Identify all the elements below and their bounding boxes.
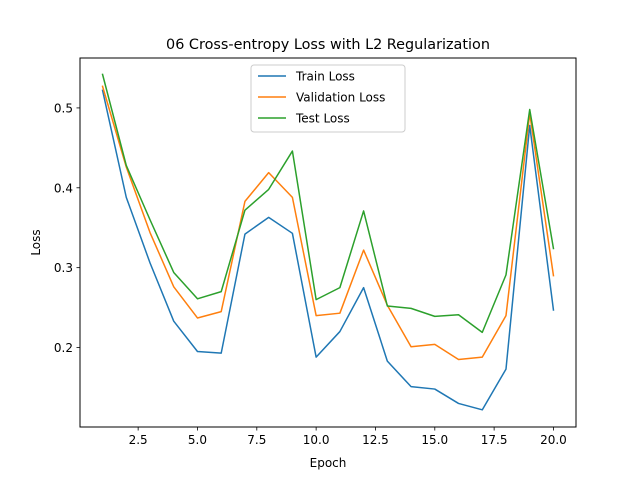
x-tick-label: 12.5 — [362, 433, 389, 447]
series-line-0 — [101, 89, 555, 411]
plot-frame — [79, 57, 577, 428]
legend-box — [250, 64, 406, 133]
y-axis-label: Loss — [29, 229, 43, 255]
x-axis-label: Epoch — [310, 456, 347, 470]
y-tick-label: 0.3 — [54, 261, 73, 275]
y-tick-label: 0.5 — [54, 101, 73, 115]
x-tick-label: 5.0 — [188, 433, 207, 447]
y-tick-label: 0.4 — [54, 181, 73, 195]
legend: Train Loss Validation Loss Test Loss — [250, 64, 406, 133]
series-layer — [101, 73, 555, 411]
x-tick-label: 17.5 — [481, 433, 508, 447]
x-axis: 2.5 5.0 7.5 10.0 12.5 15.0 17.5 20.0 — [129, 427, 567, 447]
x-tick-label: 7.5 — [247, 433, 266, 447]
legend-label-1: Validation Loss — [296, 91, 385, 105]
y-axis: 0.2 0.3 0.4 0.5 — [54, 101, 80, 355]
legend-label-2: Test Loss — [295, 112, 350, 126]
y-tick-label: 0.2 — [54, 341, 73, 355]
chart-title: 06 Cross-entropy Loss with L2 Regulariza… — [166, 37, 490, 53]
x-tick-label: 20.0 — [540, 433, 567, 447]
series-line-1 — [101, 85, 555, 361]
legend-label-0: Train Loss — [295, 70, 355, 84]
x-tick-label: 15.0 — [421, 433, 448, 447]
x-tick-label: 2.5 — [129, 433, 148, 447]
series-line-2 — [101, 73, 555, 334]
x-tick-label: 10.0 — [303, 433, 330, 447]
